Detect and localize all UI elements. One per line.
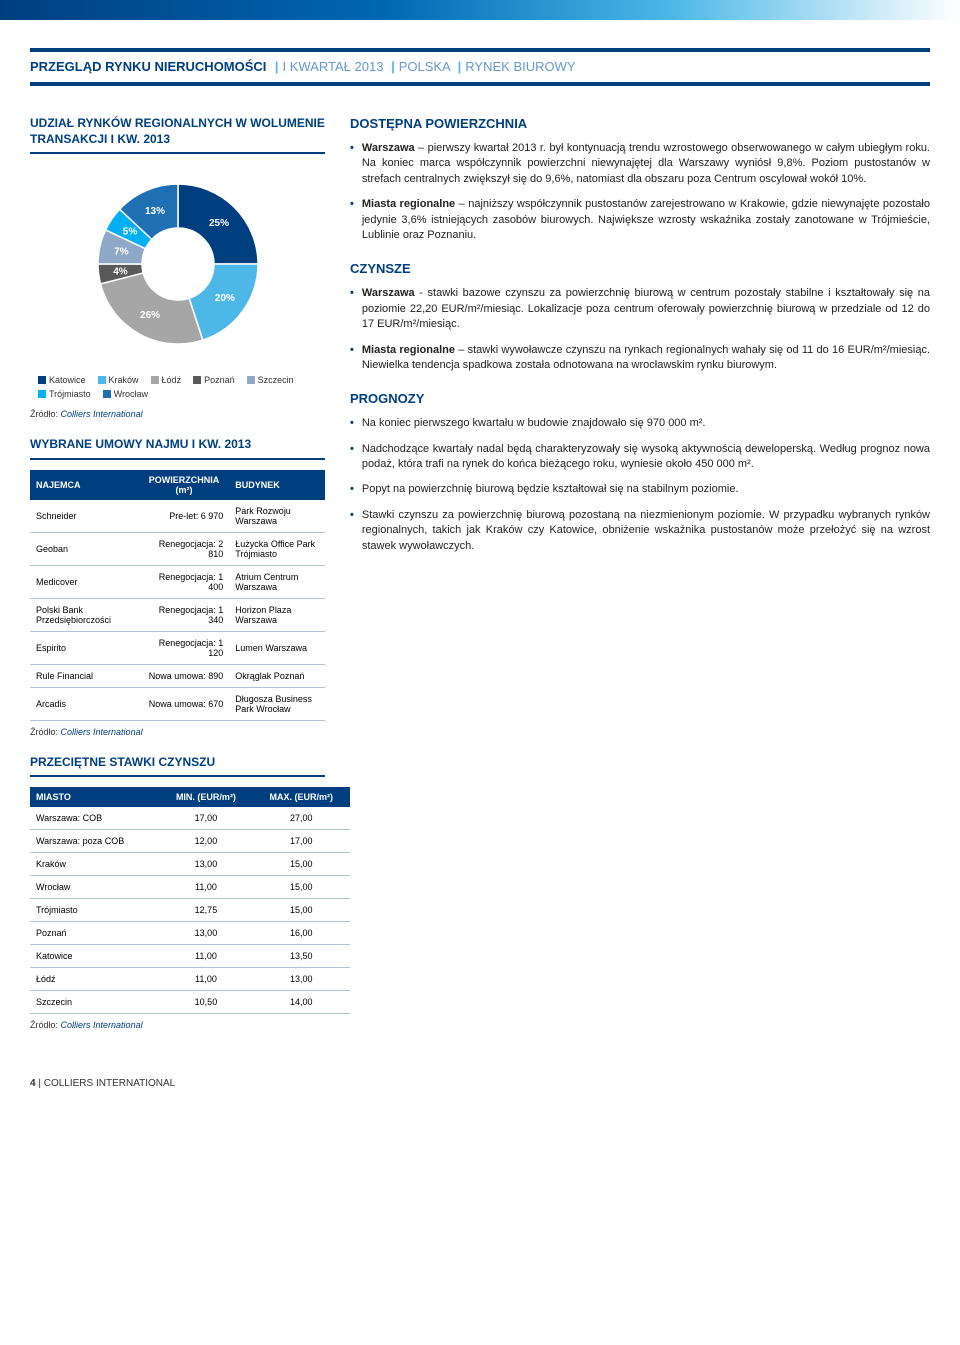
- legend-item: Katowice: [38, 375, 86, 385]
- svg-text:4%: 4%: [113, 266, 128, 277]
- rates-table: MIASTO MIN. (EUR/m²) MAX. (EUR/m²) Warsz…: [30, 787, 350, 1014]
- svg-text:26%: 26%: [140, 310, 160, 321]
- page-footer: 4 | COLLIERS INTERNATIONAL: [30, 1078, 930, 1089]
- s1-title: DOSTĘPNA POWIERZCHNIA: [350, 116, 930, 131]
- s2-title: CZYNSZE: [350, 261, 930, 276]
- s1-b1: Warszawa – pierwszy kwartał 2013 r. był …: [350, 141, 930, 187]
- s3-b3: Popyt na powierzchnię biurową będzie ksz…: [350, 482, 930, 497]
- legend-item: Kraków: [98, 375, 139, 385]
- table-row: MedicoverRenegocjacja: 1 400Atrium Centr…: [30, 565, 325, 598]
- source-3: Źródło: Colliers International: [30, 1020, 325, 1030]
- table-row: Poznań13,0016,00: [30, 922, 350, 945]
- svg-text:25%: 25%: [209, 218, 229, 229]
- donut-legend-row1: Katowice Kraków Łódź Poznań Szczecin Trójmias…: [30, 369, 325, 403]
- svg-text:7%: 7%: [114, 247, 129, 258]
- footer-brand: COLLIERS INTERNATIONAL: [44, 1078, 176, 1089]
- s3-b1: Na koniec pierwszego kwartału w budowie …: [350, 416, 930, 431]
- top-stripe: [0, 0, 960, 20]
- table-row: GeobanRenegocjacja: 2 810Łużycka Office …: [30, 532, 325, 565]
- lease-table: NAJEMCA POWIERZCHNIA (m²) BUDYNEK Schnei…: [30, 470, 325, 721]
- legend-item: Poznań: [193, 375, 235, 385]
- svg-text:5%: 5%: [122, 227, 137, 238]
- right-column: DOSTĘPNA POWIERZCHNIA Warszawa – pierwsz…: [350, 116, 930, 1048]
- table-row: Trójmiasto12,7515,00: [30, 899, 350, 922]
- header-sub: |I KWARTAŁ 2013 |POLSKA |RYNEK BIUROWY: [271, 59, 576, 74]
- table-row: ArcadisNowa umowa: 670Długosza Business …: [30, 687, 325, 720]
- table-row: Warszawa: COB17,0027,00: [30, 807, 350, 830]
- lease-h1: NAJEMCA: [30, 470, 139, 500]
- table-row: Szczecin10,5014,00: [30, 991, 350, 1014]
- legend-item: Szczecin: [247, 375, 294, 385]
- svg-text:13%: 13%: [144, 206, 164, 217]
- rates-title: PRZECIĘTNE STAWKI CZYNSZU: [30, 755, 325, 778]
- table-row: EspiritoRenegocjacja: 1 120Lumen Warszaw…: [30, 631, 325, 664]
- s3-b4: Stawki czynszu za powierzchnię biurową p…: [350, 508, 930, 554]
- svg-text:20%: 20%: [214, 293, 234, 304]
- header-main: PRZEGLĄD RYNKU NIERUCHOMOŚCI: [30, 59, 266, 74]
- table-row: Polski Bank PrzedsiębiorczościRenegocjac…: [30, 598, 325, 631]
- s3-title: PROGNOZY: [350, 391, 930, 406]
- rates-h3: MAX. (EUR/m²): [252, 787, 350, 807]
- lease-h2: POWIERZCHNIA (m²): [139, 470, 230, 500]
- table-row: Wrocław11,0015,00: [30, 876, 350, 899]
- donut-chart: 25% 20% 26% 4% 7% 5% 13%: [30, 164, 325, 369]
- donut-title: UDZIAŁ RYNKÓW REGIONALNYCH W WOLUMENIE T…: [30, 116, 325, 154]
- lease-title: WYBRANE UMOWY NAJMU I KW. 2013: [30, 437, 325, 460]
- lease-h3: BUDYNEK: [229, 470, 325, 500]
- page-header: PRZEGLĄD RYNKU NIERUCHOMOŚCI |I KWARTAŁ …: [30, 48, 930, 86]
- table-row: Kraków13,0015,00: [30, 853, 350, 876]
- table-row: Katowice11,0013,50: [30, 945, 350, 968]
- table-row: SchneiderPre-let: 6 970Park Rozwoju Wars…: [30, 500, 325, 533]
- legend-item: Wrocław: [103, 389, 148, 399]
- table-row: Łódź11,0013,00: [30, 968, 350, 991]
- s1-b2: Miasta regionalne – najniższy współczynn…: [350, 197, 930, 243]
- source-1: Źródło: Colliers International: [30, 409, 325, 419]
- s3-b2: Nadchodzące kwartały nadal będą charakte…: [350, 442, 930, 473]
- s2-b2: Miasta regionalne – stawki wywoławcze cz…: [350, 343, 930, 374]
- table-row: Rule FinancialNowa umowa: 890Okrąglak Po…: [30, 664, 325, 687]
- s2-b1: Warszawa - stawki bazowe czynszu za powi…: [350, 286, 930, 332]
- legend-item: Łódź: [151, 375, 182, 385]
- legend-item: Trójmiasto: [38, 389, 91, 399]
- page-number: 4: [30, 1078, 36, 1089]
- left-column: UDZIAŁ RYNKÓW REGIONALNYCH W WOLUMENIE T…: [30, 116, 325, 1048]
- rates-h1: MIASTO: [30, 787, 159, 807]
- rates-h2: MIN. (EUR/m²): [159, 787, 252, 807]
- table-row: Warszawa: poza COB12,0017,00: [30, 830, 350, 853]
- page: PRZEGLĄD RYNKU NIERUCHOMOŚCI |I KWARTAŁ …: [0, 28, 960, 1109]
- source-2: Źródło: Colliers International: [30, 727, 325, 737]
